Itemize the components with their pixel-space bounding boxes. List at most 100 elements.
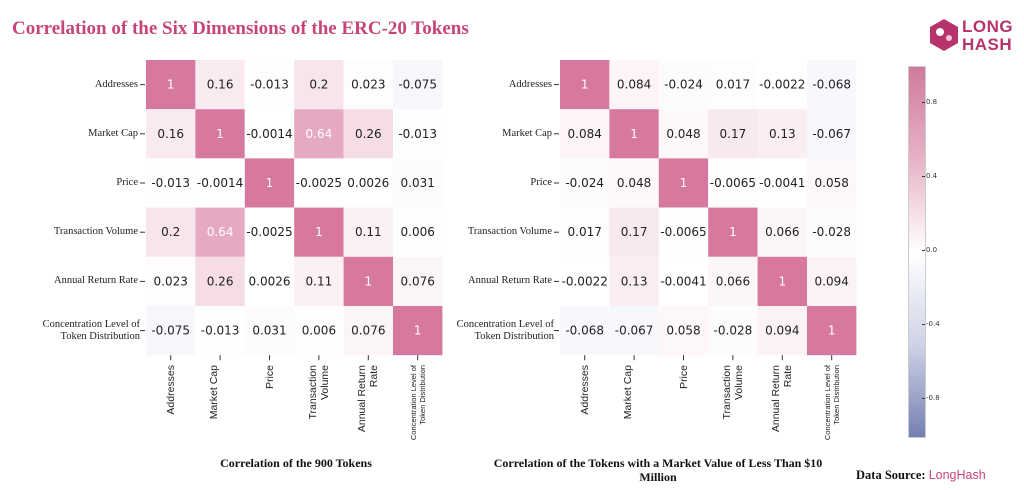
heatmap-cell-label: 0.17 [621, 225, 648, 239]
heatmap-cell [294, 306, 344, 356]
heatmap-cell-label: 0.094 [815, 274, 849, 288]
heatmap-cell-label: 0.13 [769, 127, 796, 141]
heatmap-cell-label: -0.0022 [759, 78, 805, 92]
heatmap-cell-label: 0.031 [401, 176, 435, 190]
colorbar-tick-label: -0.8 [922, 394, 940, 402]
heatmap-cell [343, 207, 393, 257]
heatmap-cell [393, 207, 443, 257]
heatmap-cell [195, 60, 245, 110]
heatmap-cell-label: 0.11 [306, 274, 333, 288]
heatmap-cell-label: 0.048 [617, 176, 651, 190]
heatmap-grid: 1 0.084 -0.024 0.017 -0.0022 -0.068 0.084 1 0.04… [554, 60, 857, 361]
heatmap-cell [708, 60, 758, 110]
heatmap-cell [658, 109, 709, 159]
heatmap-cell-label: 0.17 [720, 127, 747, 141]
heatmap-cell-label: 0.13 [621, 274, 648, 288]
heatmap-cell-label: 0.26 [355, 127, 382, 141]
heatmap-cell-label: -0.075 [151, 324, 190, 338]
data-source: Data Source: LongHash [856, 468, 986, 483]
row-label: Addresses [94, 78, 138, 90]
heatmap-cell [146, 306, 196, 356]
heatmap-cell-label: -0.028 [812, 225, 851, 239]
heatmap-cell [807, 306, 857, 356]
heatmap-cell-label: 0.017 [568, 225, 602, 239]
colorbar-tick-label: 0.0 [921, 246, 938, 254]
colorbar [908, 66, 926, 438]
heatmap-cell [195, 158, 245, 208]
heatmap-cell [146, 207, 196, 257]
heatmap-cell [146, 256, 196, 306]
heatmap-cell-label: 0.066 [765, 225, 799, 239]
heatmap-cell [708, 109, 758, 159]
heatmap-cell [609, 207, 659, 257]
heatmap-cell-label: 1 [167, 78, 175, 92]
col-label: Market Cap [622, 365, 635, 420]
heatmap-cell-label: 1 [315, 225, 323, 239]
heatmap-cell [294, 158, 344, 208]
heatmap-cell [294, 207, 344, 257]
heatmap-cell [560, 158, 610, 208]
heatmap-cell-label: 1 [364, 274, 372, 288]
heatmap-cell-label: -0.0014 [197, 176, 243, 190]
row-label: Price [530, 177, 552, 188]
heatmap-cell-label: 1 [778, 274, 786, 288]
heatmap-cell-label: -0.0041 [759, 176, 805, 190]
heatmap-cell [195, 256, 245, 306]
heatmap-cell [807, 207, 857, 257]
heatmap-cell-label: 0.64 [306, 127, 333, 141]
heatmap-cell-label: -0.0014 [246, 127, 292, 141]
col-label: Transaction Volume [306, 365, 331, 420]
heatmap-cell-label: -0.013 [398, 127, 437, 141]
col-label: Addresses [164, 365, 177, 415]
heatmap-cell-label: -0.024 [565, 176, 604, 190]
heatmap-cell [294, 256, 344, 306]
heatmap-cell [609, 60, 659, 110]
col-label: Annual Return Rate [356, 365, 381, 433]
heatmap-cell [708, 306, 758, 356]
heatmap-cell [195, 109, 245, 159]
heatmap-cell-label: 0.076 [351, 324, 385, 338]
heatmap-cell-label: 0.0026 [249, 274, 291, 288]
heatmap-cell [609, 256, 659, 306]
heatmap-cell [393, 306, 443, 356]
heatmap-cell-label: 0.058 [815, 176, 849, 190]
heatmap-cell-label: 1 [216, 127, 224, 141]
heatmap-cell-label: -0.075 [398, 78, 437, 92]
heatmap-cell-label: 0.2 [309, 78, 328, 92]
heatmap-cell-label: 0.006 [302, 324, 336, 338]
heatmap-cell [560, 60, 610, 110]
heatmap-cell-label: -0.067 [812, 127, 851, 141]
heatmap-cell-label: 1 [581, 78, 589, 92]
row-label: Concentration Level of Token Distributio… [42, 318, 140, 342]
row-label: Annual Return Rate [54, 275, 138, 287]
heatmap-cell [658, 306, 709, 356]
row-label: Addresses [508, 78, 552, 90]
heatmap-cell [560, 109, 610, 159]
heatmap-cell [393, 256, 443, 306]
heatmap-cell [393, 158, 443, 208]
heatmap-cell-label: -0.0041 [660, 274, 706, 288]
heatmap-900-tokens-title: Correlation of the 900 Tokens [220, 456, 372, 470]
heatmap-cell [708, 256, 758, 306]
heatmap-cell-label: 0.26 [207, 274, 234, 288]
heatmap-cell-label: 0.084 [617, 78, 651, 92]
heatmap-grid: 1 0.16 -0.013 0.2 0.023 -0.075 0.16 1 -0.0014 0.6… [140, 60, 443, 361]
row-label: Market Cap [88, 127, 138, 139]
col-label: Concentration Level of Token Distributio… [822, 365, 841, 441]
logo-line1: LONG [962, 17, 1014, 36]
data-source-label: Data Source: [856, 468, 926, 482]
heatmap-cell [658, 60, 709, 110]
heatmap-cell [658, 158, 709, 208]
page-title: Correlation of the Six Dimensions of the… [12, 18, 469, 39]
heatmap-cell [658, 207, 709, 257]
heatmap-cell [343, 306, 393, 356]
heatmap-cell [244, 158, 295, 208]
heatmap-cell [244, 256, 295, 306]
row-label: Market Cap [502, 127, 552, 139]
heatmap-cell-label: 0.023 [351, 78, 385, 92]
heatmap-cell [343, 158, 393, 208]
col-label: Market Cap [208, 365, 221, 420]
heatmap-cell [757, 207, 807, 257]
colorbar-tick-label: 0.8 [921, 98, 938, 106]
heatmap-cell [146, 60, 196, 110]
